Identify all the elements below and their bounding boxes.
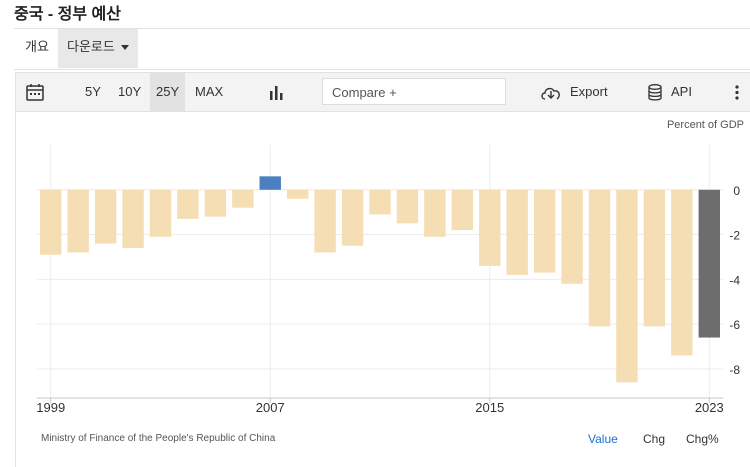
bar-2005 — [204, 189, 227, 217]
bar-2011 — [369, 189, 391, 215]
chgp-tab[interactable]: Chg% — [686, 432, 719, 446]
chart-source: Ministry of Finance of the People's Repu… — [41, 433, 276, 444]
bar-chart-icon[interactable] — [269, 85, 285, 100]
range-25y-button[interactable]: 25Y — [150, 73, 186, 111]
range-10y-button[interactable]: 10Y — [118, 84, 142, 99]
tab-download-label: 다운로드 — [67, 39, 115, 54]
chart-panel: 5Y 10Y 25Y MAX Compare + Export API — [15, 72, 750, 467]
bar-2001 — [94, 189, 117, 244]
bar-2023 — [698, 189, 720, 338]
x-tick-label: 1999 — [36, 400, 65, 415]
tab-overview[interactable]: 개요 — [25, 39, 49, 54]
x-tick-label: 2023 — [695, 400, 724, 415]
bar-2006 — [232, 189, 254, 208]
bar-2014 — [451, 189, 474, 231]
cloud-download-icon[interactable] — [540, 85, 562, 100]
bar-2018 — [561, 189, 583, 284]
chart-unit-label: Percent of GDP — [666, 119, 744, 131]
compare-input[interactable]: Compare + — [322, 78, 506, 105]
bar-2000 — [67, 189, 89, 253]
y-tick-label: -2 — [729, 229, 740, 243]
tab-download[interactable]: 다운로드 — [58, 29, 138, 68]
caret-down-icon — [120, 45, 129, 51]
bar-2017 — [533, 189, 556, 273]
bar-2019 — [588, 189, 611, 327]
x-tick-label: 2007 — [256, 400, 285, 415]
page-title: 중국 - 정부 예산 — [14, 6, 121, 23]
bar-2020 — [616, 189, 638, 383]
y-tick-label: -6 — [729, 318, 740, 332]
bar-2004 — [177, 189, 199, 219]
bar-2016 — [506, 189, 528, 275]
bar-2015 — [479, 189, 501, 266]
chart-toolbar: 5Y 10Y 25Y MAX Compare + Export API — [16, 72, 750, 112]
api-button[interactable]: API — [671, 84, 692, 99]
x-tick-label: 2015 — [475, 400, 504, 415]
bar-2010 — [341, 189, 364, 246]
bar-2009 — [314, 189, 336, 253]
chg-tab[interactable]: Chg — [643, 432, 666, 446]
bar-2002 — [122, 189, 144, 248]
value-tab[interactable]: Value — [588, 432, 618, 446]
calendar-icon[interactable] — [26, 84, 44, 101]
bar-2012 — [396, 189, 419, 224]
bar-2003 — [149, 189, 172, 237]
export-button[interactable]: Export — [570, 84, 608, 99]
database-icon[interactable] — [648, 84, 662, 101]
bar-2007 — [259, 176, 281, 190]
y-tick-label: -8 — [729, 363, 740, 377]
bar-2022 — [671, 189, 693, 356]
bar-1999 — [40, 189, 62, 255]
y-tick-label: 0 — [733, 184, 740, 198]
bar-2008 — [286, 189, 309, 199]
range-5y-button[interactable]: 5Y — [85, 84, 101, 99]
bar-2021 — [643, 189, 666, 327]
y-tick-label: -4 — [729, 273, 740, 287]
tab-bar: 개요 다운로드 — [14, 28, 750, 70]
range-max-button[interactable]: MAX — [195, 84, 224, 99]
more-vertical-icon[interactable] — [735, 85, 739, 100]
bar-2013 — [424, 189, 446, 237]
